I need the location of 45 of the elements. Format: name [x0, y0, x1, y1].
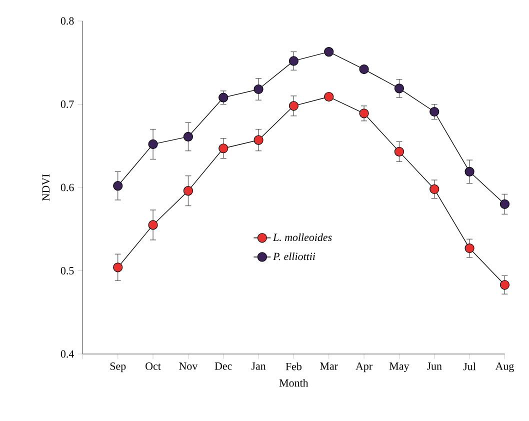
point — [183, 132, 194, 142]
x-tick-label: Jun — [426, 362, 442, 370]
point — [254, 84, 264, 94]
point — [500, 199, 510, 209]
x-tick-label: Feb — [286, 362, 302, 370]
x-tick-label: Dec — [214, 362, 232, 370]
y-tick-label: 0.6 — [60, 184, 74, 192]
point — [394, 84, 404, 94]
y-axis-title: NDVI — [42, 174, 50, 201]
legend-label: P. elliottii — [272, 252, 316, 260]
point — [148, 220, 158, 230]
point — [430, 184, 440, 194]
point — [324, 92, 334, 102]
x-tick-label: Oct — [146, 362, 161, 370]
point — [359, 64, 369, 74]
point — [148, 139, 158, 150]
point — [113, 262, 123, 272]
point — [464, 166, 474, 176]
x-tick-label: Aug — [495, 362, 514, 372]
x-tick-label: Mar — [320, 362, 338, 370]
x-tick-label: Jan — [251, 362, 266, 370]
x-axis-title: Month — [279, 378, 308, 387]
point — [359, 108, 369, 118]
point — [254, 135, 264, 145]
point — [288, 56, 299, 66]
point — [430, 106, 440, 117]
x-tick-label: Apr — [356, 362, 372, 372]
y-tick-label: 0.7 — [60, 100, 74, 108]
point — [218, 92, 228, 102]
y-tick-label: 0.8 — [60, 17, 74, 25]
point — [500, 280, 510, 290]
point — [288, 101, 299, 111]
y-tick-label: 0.5 — [60, 267, 74, 274]
x-tick-label: May — [389, 362, 410, 372]
legend-label: L. molleoides — [272, 233, 332, 242]
x-tick-label: Sep — [110, 362, 126, 372]
y-tick-label: 0.4 — [60, 350, 74, 358]
x-tick-label: Jul — [463, 362, 476, 370]
point — [113, 181, 123, 191]
point — [324, 47, 334, 57]
point — [394, 146, 404, 156]
point — [183, 186, 194, 196]
point — [218, 144, 228, 154]
x-tick-label: Nov — [179, 362, 198, 370]
point — [464, 243, 474, 254]
